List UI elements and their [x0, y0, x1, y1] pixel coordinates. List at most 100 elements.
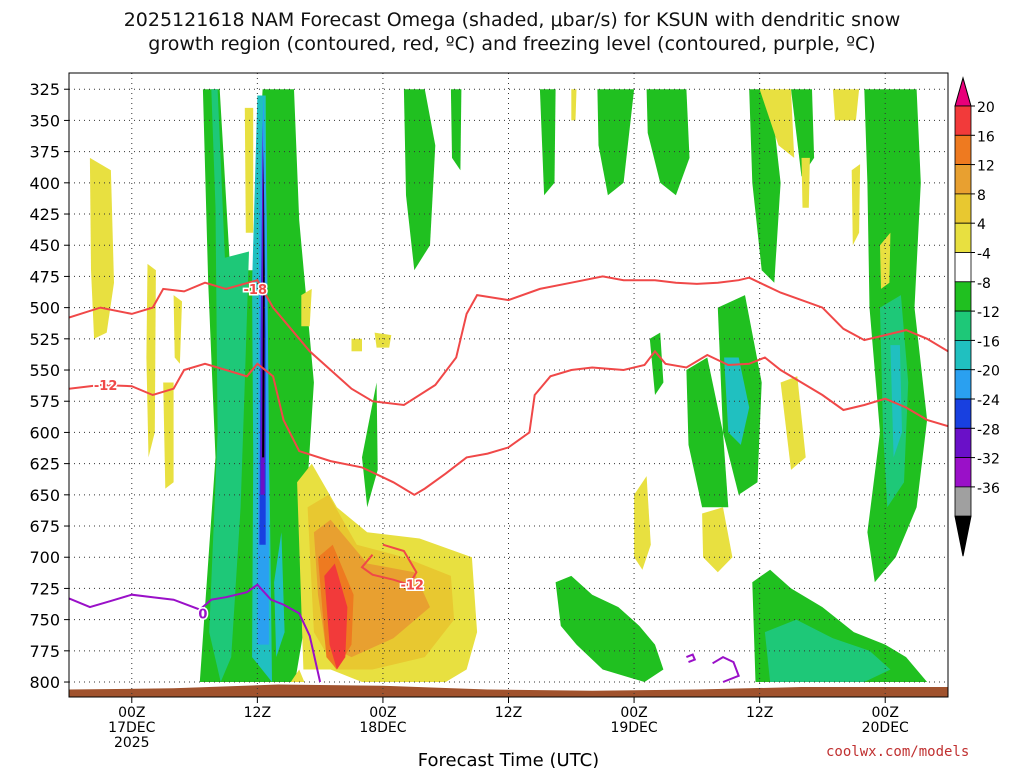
omega-region-29: [791, 89, 815, 177]
colorbar-label-13: -36: [977, 481, 1000, 497]
omega-region-23: [649, 332, 664, 395]
colorbar-label-2: 12: [977, 159, 995, 175]
colorbar-label-1: 16: [977, 129, 995, 145]
colorbar-label-4: 4: [977, 217, 986, 233]
plot-contents: -18 -12 -12 0: [69, 73, 953, 697]
omega-region-6: [262, 145, 265, 458]
colorbar-label-10: -24: [977, 393, 1000, 409]
omega-region-49: [948, 432, 953, 507]
y-tick-label-19: 800: [29, 673, 60, 692]
x-axis-label: Forecast Time (UTC): [418, 750, 599, 768]
freezing-level-label-0: 0: [198, 607, 207, 622]
omega-region-36: [890, 345, 902, 458]
colorbar-label-5: -4: [977, 247, 991, 263]
colorbar-band-12: [954, 457, 972, 488]
colorbar-label-3: 8: [977, 188, 986, 204]
omega-region-30: [759, 89, 795, 158]
colorbar-band-8: [954, 339, 972, 371]
colorbar-band-5: [954, 252, 972, 283]
colorbar-band-1: [954, 134, 972, 166]
x-tick-label-4-0: 00Z: [620, 705, 647, 721]
colorbar-band-0: [954, 105, 972, 136]
y-tick-label-0: 325: [29, 80, 60, 99]
y-tick-label-12: 625: [29, 455, 60, 474]
y-tick-label-5: 450: [29, 236, 60, 255]
colorbar-band-6: [954, 281, 972, 312]
y-tick-label-14: 675: [29, 517, 60, 536]
omega-region-31: [780, 376, 806, 470]
omega-region-46: [301, 288, 312, 327]
colorbar-top-arrow: [954, 76, 972, 107]
omega-region-50: [290, 669, 305, 682]
omega-region-42: [146, 263, 156, 458]
dendritic-contour-line-2: [360, 543, 418, 586]
dendritic-contour-label-0: -18: [244, 283, 268, 298]
colorbar: 20 16 12 8 4 -4 -8 -12 -16 -20 -24 -28 -32 -36: [954, 76, 1000, 557]
omega-region-15: [403, 89, 436, 271]
x-tick-label-1-0: 12Z: [244, 705, 271, 721]
omega-region-8: [274, 532, 285, 658]
omega-region-22: [555, 575, 664, 682]
colorbar-label-6: -8: [977, 276, 991, 292]
y-tick-label-7: 500: [29, 299, 60, 318]
colorbar-band-7: [954, 310, 972, 341]
y-tick-label-4: 425: [29, 205, 60, 224]
omega-region-48: [374, 332, 392, 348]
omega-region-44: [173, 295, 182, 364]
omega-region-47: [351, 338, 362, 352]
y-tick-label-17: 750: [29, 611, 60, 630]
chart-title-line-1: 2025121618 NAM Forecast Omega (shaded, μ…: [123, 9, 901, 31]
omega-region-45: [244, 107, 254, 233]
x-tick-label-0-2: 2025: [114, 735, 150, 751]
y-tick-label-8: 525: [29, 330, 60, 349]
x-tick-label-5-0: 12Z: [746, 705, 773, 721]
x-tick-label-4-1: 19DEC: [610, 720, 657, 736]
omega-region-17: [539, 89, 556, 196]
colorbar-band-9: [954, 369, 972, 400]
freezing-level-line-1: [712, 655, 740, 683]
omega-region-13: [324, 563, 348, 670]
omega-region-38: [851, 164, 861, 246]
x-tick-label-0-0: 00Z: [118, 705, 145, 721]
x-tick-label-6-0: 00Z: [872, 705, 899, 721]
omega-region-43: [163, 382, 174, 489]
omega-region-25: [702, 507, 733, 573]
y-tick-label-11: 600: [29, 423, 60, 442]
y-tick-label-13: 650: [29, 486, 60, 505]
omega-region-21: [634, 476, 651, 570]
omega-region-24: [686, 357, 729, 508]
y-tick-label-6: 475: [29, 267, 60, 286]
omega-region-28: [749, 89, 781, 283]
colorbar-band-10: [954, 398, 972, 429]
chart-title: 2025121618 NAM Forecast Omega (shaded, μ…: [0, 8, 1024, 56]
colorbar-label-8: -16: [977, 334, 1000, 350]
omega-region-33: [764, 619, 891, 682]
y-tick-label-16: 725: [29, 579, 60, 598]
omega-region-14: [362, 382, 378, 508]
y-tick-label-1: 350: [29, 111, 60, 130]
colorbar-band-11: [954, 427, 972, 458]
y-tick-label-2: 375: [29, 143, 60, 162]
omega-region-39: [880, 232, 891, 289]
colorbar-bottom-arrow: [954, 515, 972, 557]
axes: 325 350 375 400 425 450 475 500 525 550 575 600 625 6…: [29, 72, 949, 768]
x-tick-label-6-1: 20DEC: [862, 720, 909, 736]
colorbar-label-12: -32: [977, 452, 1000, 468]
dendritic-contour-label-1: -12: [94, 379, 118, 394]
colorbar-label-0: 20: [977, 100, 995, 116]
omega-region-37: [832, 89, 860, 121]
terrain: [69, 684, 948, 697]
omega-region-1: [209, 89, 249, 682]
colorbar-band-2: [954, 164, 972, 195]
x-tick-label-3-0: 12Z: [495, 705, 522, 721]
omega-region-41: [89, 157, 114, 339]
y-tick-label-3: 400: [29, 174, 60, 193]
y-tick-label-9: 550: [29, 361, 60, 380]
colorbar-label-7: -12: [977, 305, 1000, 321]
omega-region-40: [801, 157, 810, 208]
y-tick-label-15: 700: [29, 548, 60, 567]
omega-region-20: [571, 89, 577, 121]
colorbar-band-13: [954, 486, 972, 517]
site-credit: coolwx.com/models: [826, 744, 970, 760]
